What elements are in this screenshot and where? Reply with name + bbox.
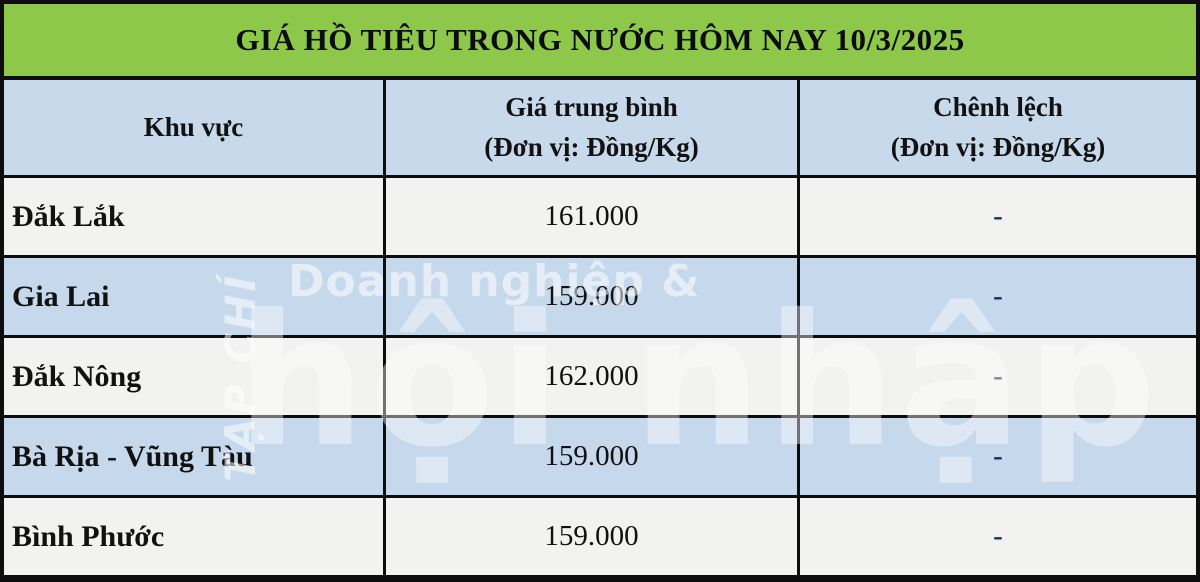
diff-cell: - <box>993 280 1003 312</box>
header-diff-unit: (Đơn vị: Đồng/Kg) <box>890 131 1106 162</box>
header-price-label: Giá trung bình <box>505 92 678 123</box>
table-row: Đắk Nông 162.000 - <box>4 338 1196 418</box>
region-cell: Bình Phước <box>4 498 386 575</box>
price-cell: 159.000 <box>386 498 800 575</box>
table-row: Đắk Lắk 161.000 - <box>4 178 1196 258</box>
diff-cell: - <box>993 200 1003 232</box>
diff-cell: - <box>993 440 1003 472</box>
header-diff-label: Chênh lệch <box>933 92 1063 123</box>
price-cell: 161.000 <box>386 178 800 255</box>
header-diff: Chênh lệch (Đơn vị: Đồng/Kg) <box>800 80 1196 175</box>
table-row: Bà Rịa - Vũng Tàu 159.000 - <box>4 418 1196 498</box>
table-row: Bình Phước 159.000 - <box>4 498 1196 578</box>
header-price: Giá trung bình (Đơn vị: Đồng/Kg) <box>386 80 800 175</box>
region-cell: Gia Lai <box>4 258 386 335</box>
region-cell: Đắk Nông <box>4 338 386 415</box>
price-cell: 159.000 <box>386 418 800 495</box>
diff-cell: - <box>993 360 1003 392</box>
table-header-row: Khu vực Giá trung bình (Đơn vị: Đồng/Kg)… <box>4 80 1196 178</box>
price-cell: 162.000 <box>386 338 800 415</box>
header-region: Khu vực <box>4 80 386 175</box>
title-bar: GIÁ HỒ TIÊU TRONG NƯỚC HÔM NAY 10/3/2025 <box>4 4 1196 80</box>
region-cell: Đắk Lắk <box>4 178 386 255</box>
header-price-unit: (Đơn vị: Đồng/Kg) <box>484 131 699 162</box>
page-title: GIÁ HỒ TIÊU TRONG NƯỚC HÔM NAY 10/3/2025 <box>235 22 965 57</box>
diff-cell: - <box>993 520 1003 552</box>
table-row: Gia Lai 159.000 - <box>4 258 1196 338</box>
header-region-label: Khu vực <box>143 111 244 142</box>
region-cell: Bà Rịa - Vũng Tàu <box>4 418 386 495</box>
price-cell: 159.000 <box>386 258 800 335</box>
